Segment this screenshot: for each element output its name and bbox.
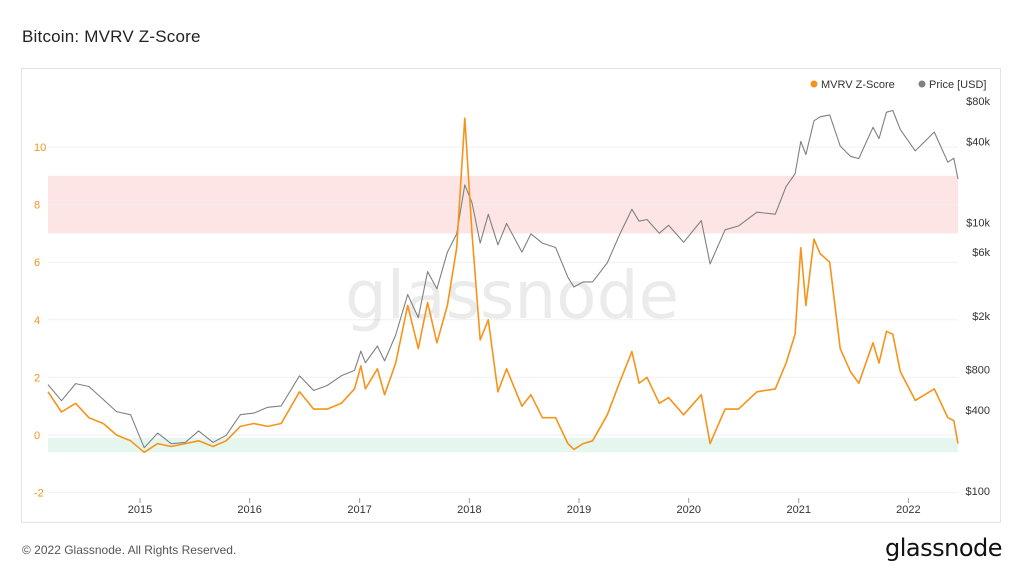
x-tick-label: 2019 [567,504,591,516]
right-tick-label: $2k [972,311,990,323]
mvrv-zscore-line [47,117,959,454]
band-1 [48,437,958,453]
copyright-text: © 2022 Glassnode. All Rights Reserved. [22,543,237,557]
right-tick-label: $100 [966,486,990,498]
right-tick-label: $80k [966,96,990,108]
x-tick-label: 2015 [128,504,152,516]
legend-dot [918,80,926,88]
left-tick-label: -2 [34,488,44,500]
x-tick-label: 2017 [347,504,371,516]
x-axis: 2015 2016 2017 2018 2019 2020 2021 2022 [128,498,921,516]
right-axis: $80k $40k $10k $6k $2k $800 $400 $100 [966,96,991,498]
left-tick-label: 8 [34,200,40,212]
right-tick-label: $400 [966,405,990,417]
x-tick-label: 2018 [457,504,481,516]
x-tick-label: 2016 [237,504,261,516]
legend-label: Price [USD] [929,79,986,91]
x-tick-label: 2022 [896,504,920,516]
grid-layer [48,146,958,494]
left-tick-label: 2 [34,372,40,384]
glassnode-logo[interactable]: glassnode [884,534,1003,562]
right-tick-label: $6k [972,247,990,259]
left-tick-label: 10 [34,142,46,154]
series-layer [47,109,959,454]
left-axis: 10 8 6 4 2 0 -2 [34,142,46,500]
left-tick-label: 4 [34,315,40,327]
right-tick-label: $800 [966,365,990,377]
x-tick-label: 2020 [676,504,700,516]
legend-dot [810,80,818,88]
x-tick-label: 2021 [786,504,810,516]
left-tick-label: 6 [34,257,40,269]
page-title: Bitcoin: MVRV Z-Score [22,27,201,46]
chart-frame [21,68,1001,523]
legend-label: MVRV Z-Score [821,79,895,91]
watermark: glassnode [345,257,679,334]
legend[interactable]: MVRV Z-Score Price [USD] [810,79,987,91]
left-tick-label: 0 [34,430,40,442]
price-line [47,109,959,449]
right-tick-label: $40k [966,136,990,148]
right-tick-label: $10k [966,217,990,229]
